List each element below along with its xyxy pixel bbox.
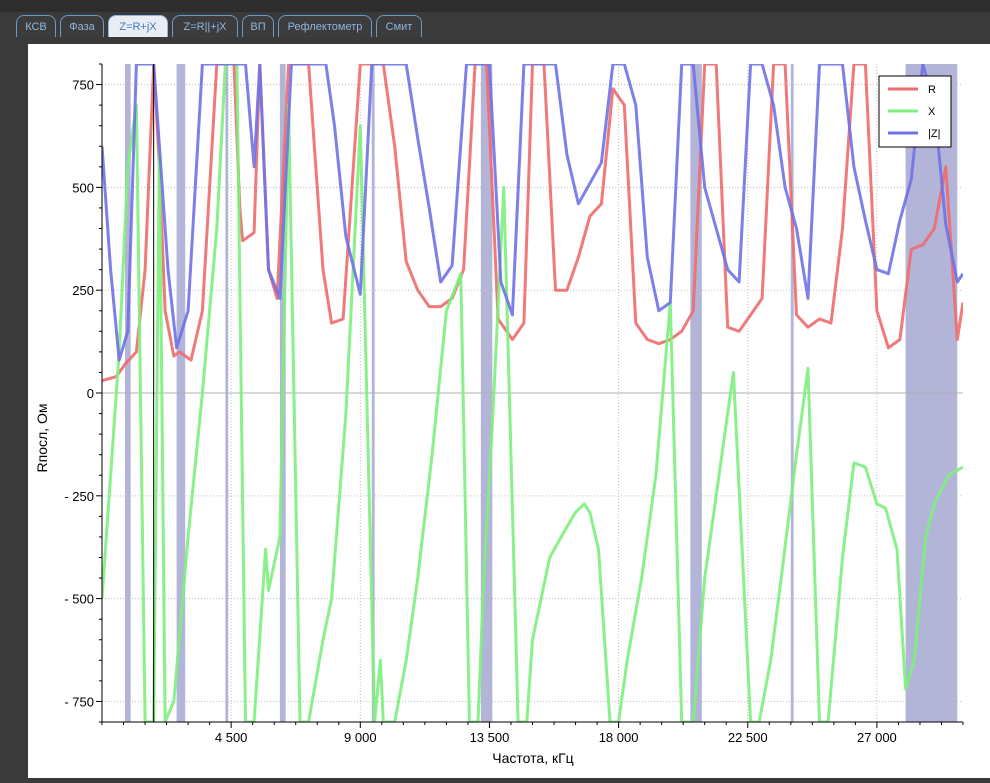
y-tick-label: 250 [72,283,94,298]
tab-reflectometer[interactable]: Рефлектометр [278,15,372,37]
x-tick-label: 4 500 [215,730,248,745]
x-tick-label: 13 500 [470,730,510,745]
tab-z-series[interactable]: Z=R+jX [108,15,168,37]
x-axis-label: Частота, кГц [492,750,573,766]
legend-label-r: R [928,84,936,96]
legend-label-x: X [928,106,936,118]
tab-smith[interactable]: Смит [376,15,422,37]
tab-z-parallel[interactable]: Z=R||+jX [172,15,238,37]
series-line-r [102,64,963,383]
y-tick-labels: 750 500 250 0 - 250 - 500 - 750 [64,78,94,710]
y-tick-label: - 250 [64,489,94,504]
tab-bar: КСВ Фаза Z=R+jX Z=R||+jX ВП Рефлектометр… [0,12,990,38]
grid [102,64,963,722]
y-tick-label: - 500 [64,592,94,607]
y-tick-label: - 750 [64,694,94,709]
axes [96,63,964,728]
x-tick-label: 18 000 [599,730,639,745]
tab-vp[interactable]: ВП [242,15,274,37]
chart-panel: 750 500 250 0 - 250 - 500 - 750 4 500 9 000 13 5… [28,44,990,778]
y-tick-label: 500 [72,180,94,195]
series-line-x [102,64,963,722]
x-tick-labels: 4 500 9 000 13 500 18 000 22 500 27 000 [215,730,897,745]
series-lines [102,64,963,722]
x-tick-label: 9 000 [344,730,377,745]
tab-phase[interactable]: Фаза [60,15,104,37]
impedance-chart[interactable]: 750 500 250 0 - 250 - 500 - 750 4 500 9 000 13 5… [28,44,990,778]
y-tick-label: 750 [72,78,94,93]
x-tick-label: 22 500 [728,730,768,745]
legend: R X |Z| [878,75,952,148]
x-tick-label: 27 000 [857,730,897,745]
y-axis-label: Rпосл, Ом [34,404,50,473]
tab-kcb[interactable]: КСВ [16,15,56,37]
y-tick-label: 0 [87,386,94,401]
legend-label-z: |Z| [928,128,940,140]
